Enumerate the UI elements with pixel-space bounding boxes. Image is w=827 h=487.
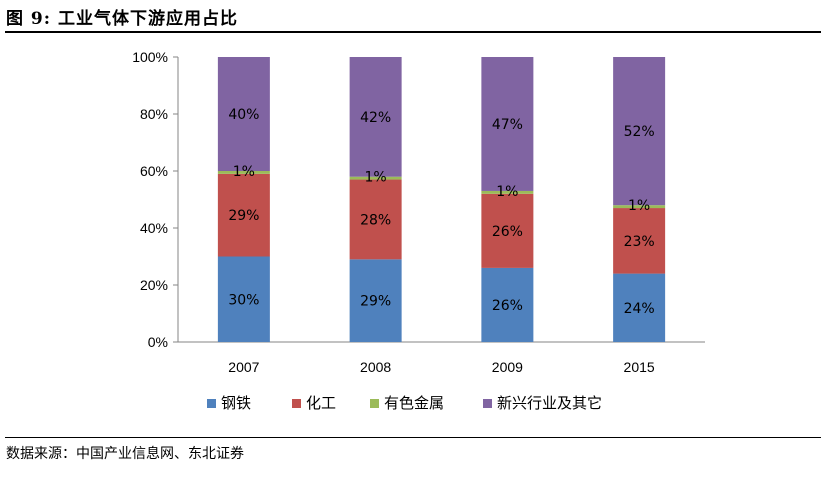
y-tick-label: 80% <box>140 106 168 122</box>
legend-swatch <box>370 399 379 408</box>
y-tick-label: 0% <box>148 334 168 350</box>
data-label: 26% <box>492 298 523 314</box>
bar-segment <box>217 173 270 257</box>
data-labels: 30% 29% 1% 40% 29% 28% 1% 42% 26% 26% 1% 47% 24% 23% 1… <box>228 107 654 317</box>
data-label: 29% <box>228 208 259 224</box>
y-tick-label: 20% <box>140 277 168 293</box>
bar-segment <box>481 190 534 194</box>
bar-segment <box>613 273 666 342</box>
data-label: 1% <box>365 170 387 186</box>
figure-title: 图 9: 工业气体下游应用占比 <box>6 9 238 29</box>
data-label: 28% <box>360 212 391 228</box>
source-note: 数据来源：中国产业信息网、东北证券 <box>6 446 244 462</box>
bar-segment <box>217 57 270 171</box>
x-tick-label: 2007 <box>228 359 259 375</box>
bar-segment <box>613 57 666 206</box>
data-label: 30% <box>228 292 259 308</box>
data-label: 23% <box>624 234 655 250</box>
data-label: 40% <box>228 107 259 123</box>
bars <box>217 57 666 342</box>
data-label: 52% <box>624 124 655 140</box>
data-label: 47% <box>492 117 523 133</box>
stacked-bar-chart: 0% 20% 40% 60% 80% 100% 30% 29% 1% 40% 29% 28% 1% 42… <box>132 49 705 412</box>
data-label: 29% <box>360 294 391 310</box>
legend-label: 化工 <box>306 394 336 412</box>
y-tick-label: 40% <box>140 220 168 236</box>
bottom-rule <box>5 437 821 438</box>
legend-label: 有色金属 <box>384 394 444 412</box>
data-label: 1% <box>233 164 255 180</box>
y-tick-label: 100% <box>132 49 168 65</box>
bar-segment <box>349 57 402 177</box>
data-label: 1% <box>628 198 650 214</box>
legend-label: 钢铁 <box>221 394 251 412</box>
x-tick-label: 2008 <box>360 359 391 375</box>
bar-segment <box>349 176 402 180</box>
bar-segment <box>349 259 402 342</box>
top-rule <box>5 31 821 33</box>
bar-segment <box>613 208 666 274</box>
data-label: 26% <box>492 224 523 240</box>
bar-segment <box>481 193 534 268</box>
x-tick-label: 2015 <box>624 359 655 375</box>
bar-segment <box>481 267 534 342</box>
data-label: 42% <box>360 110 391 126</box>
bar-segment <box>481 57 534 191</box>
legend-label: 新兴行业及其它 <box>497 394 602 412</box>
bar-segment <box>349 179 402 260</box>
data-label: 1% <box>496 184 518 200</box>
data-label: 24% <box>624 301 655 317</box>
bar-segment <box>613 205 666 209</box>
bar-segment <box>217 171 270 174</box>
y-tick-label: 60% <box>140 163 168 179</box>
legend-swatch <box>483 399 492 408</box>
bar-segment <box>217 256 270 342</box>
x-tick-label: 2009 <box>492 359 523 375</box>
legend: 钢铁 化工 有色金属 新兴行业及其它 <box>207 394 602 412</box>
legend-swatch <box>207 399 216 408</box>
x-axis: 2007 2008 2009 2015 <box>228 359 655 375</box>
legend-swatch <box>292 399 301 408</box>
